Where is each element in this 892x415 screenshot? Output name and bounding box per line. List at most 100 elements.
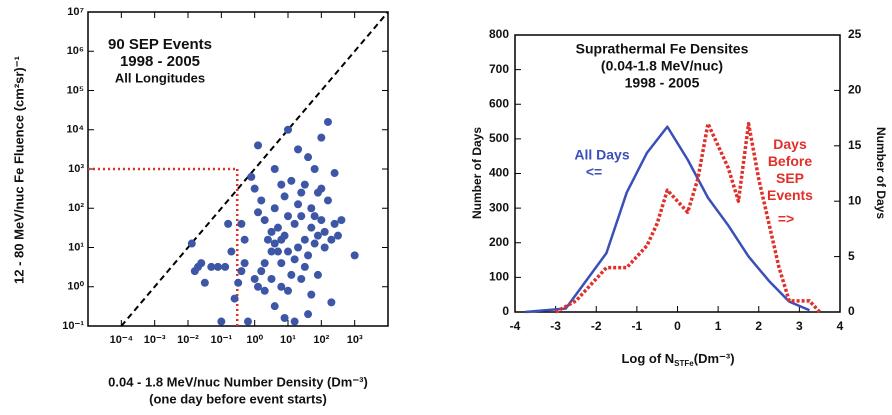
point xyxy=(240,259,249,268)
y2-tick-label: 20 xyxy=(848,83,862,97)
chart-title: Suprathermal Fe Densites xyxy=(576,41,749,57)
y-tick-label: 200 xyxy=(489,235,509,249)
point xyxy=(284,286,292,295)
point xyxy=(290,255,299,264)
point xyxy=(313,270,322,279)
point xyxy=(270,302,279,311)
x-tick-label: 10⁻³ xyxy=(144,334,166,346)
x-tick-label: 2 xyxy=(755,319,762,333)
point xyxy=(240,235,249,244)
y-tick-label: 700 xyxy=(489,62,509,76)
x-axis-label: Log of NSTFe(Dm⁻³) xyxy=(621,351,734,368)
point xyxy=(260,259,269,268)
y2-tick-label: 10 xyxy=(848,193,862,207)
x-tick-label: 0 xyxy=(674,319,681,333)
point xyxy=(317,184,326,193)
y-tick-label: 10⁴ xyxy=(66,124,84,136)
point xyxy=(260,286,269,295)
point xyxy=(237,267,246,276)
point xyxy=(304,310,313,319)
x-tick-label: 10³ xyxy=(347,334,363,346)
point xyxy=(294,243,303,252)
point xyxy=(250,274,259,283)
point xyxy=(267,247,276,256)
point xyxy=(330,169,339,178)
y-tick-label: 10⁰ xyxy=(67,281,84,293)
point xyxy=(304,251,313,260)
point xyxy=(280,192,289,201)
series-line xyxy=(525,125,811,314)
point xyxy=(317,133,326,142)
x-tick-label: 4 xyxy=(837,319,844,333)
point xyxy=(221,262,230,271)
point xyxy=(280,231,289,240)
x-axis-label: 0.04 - 1.8 MeV/nuc Number Density (Dm⁻³) xyxy=(108,374,368,389)
point xyxy=(254,141,263,150)
series-arrow: => xyxy=(778,211,794,227)
y-axis-label: Number of Days xyxy=(470,127,484,219)
point xyxy=(227,247,236,256)
point xyxy=(304,153,313,162)
y-tick-label: 0 xyxy=(502,304,509,318)
x-tick-label: 10⁻⁴ xyxy=(110,334,133,346)
point xyxy=(257,196,266,205)
point xyxy=(297,188,306,197)
y-tick-label: 10¹ xyxy=(68,241,84,253)
x-axis-label-sub: STFe xyxy=(674,359,694,368)
y-tick-label: 100 xyxy=(489,270,509,284)
x-axis-label-main: Log of N xyxy=(621,351,674,366)
point xyxy=(267,274,276,283)
point xyxy=(327,298,336,307)
point xyxy=(350,251,359,260)
point xyxy=(277,180,286,189)
point xyxy=(270,204,279,213)
series-label: All Days xyxy=(574,147,629,163)
point xyxy=(284,212,292,221)
series-line xyxy=(554,121,821,314)
point xyxy=(310,239,319,248)
y-tick-label: 600 xyxy=(489,96,509,110)
series-arrow: <= xyxy=(586,164,602,180)
y2-tick-label: 15 xyxy=(848,138,862,152)
y-tick-label: 10⁻¹ xyxy=(62,320,84,332)
point xyxy=(254,282,263,291)
annotation: All Longitudes xyxy=(115,70,205,85)
x-tick-label: 10² xyxy=(313,334,329,346)
point xyxy=(273,247,282,256)
point xyxy=(257,267,266,276)
y-tick-label: 10⁶ xyxy=(67,45,84,57)
y-tick-label: 10² xyxy=(68,202,84,214)
x-tick-label: -3 xyxy=(550,319,561,333)
chart-title: 1998 - 2005 xyxy=(625,75,700,91)
point xyxy=(290,317,299,326)
y-tick-label: 10³ xyxy=(68,163,84,175)
x-tick-label: 1 xyxy=(715,319,722,333)
y-tick-label: 300 xyxy=(489,200,509,214)
y-axis-label: 12 - 80 MeV/nuc Fe Fluence (cm²sr)⁻¹ xyxy=(11,56,26,284)
point xyxy=(294,200,303,209)
point xyxy=(313,231,322,240)
point xyxy=(270,165,279,173)
point xyxy=(307,290,316,299)
point xyxy=(300,262,309,271)
point xyxy=(307,204,316,213)
point xyxy=(187,239,196,248)
point xyxy=(310,165,319,173)
series-label: Days Before SEP Events xyxy=(767,136,813,203)
point xyxy=(270,239,279,248)
point xyxy=(247,172,256,181)
point xyxy=(230,294,239,303)
point xyxy=(310,212,319,221)
chart-title: (0.04-1.8 MeV/nuc) xyxy=(601,58,723,74)
point xyxy=(290,219,299,228)
point xyxy=(330,219,339,228)
x-tick-label: 3 xyxy=(796,319,803,333)
y2-tick-label: 5 xyxy=(848,249,855,263)
y2-tick-label: 25 xyxy=(848,27,862,41)
point xyxy=(224,219,233,228)
point xyxy=(297,274,306,283)
point xyxy=(337,216,346,225)
point xyxy=(234,278,243,287)
